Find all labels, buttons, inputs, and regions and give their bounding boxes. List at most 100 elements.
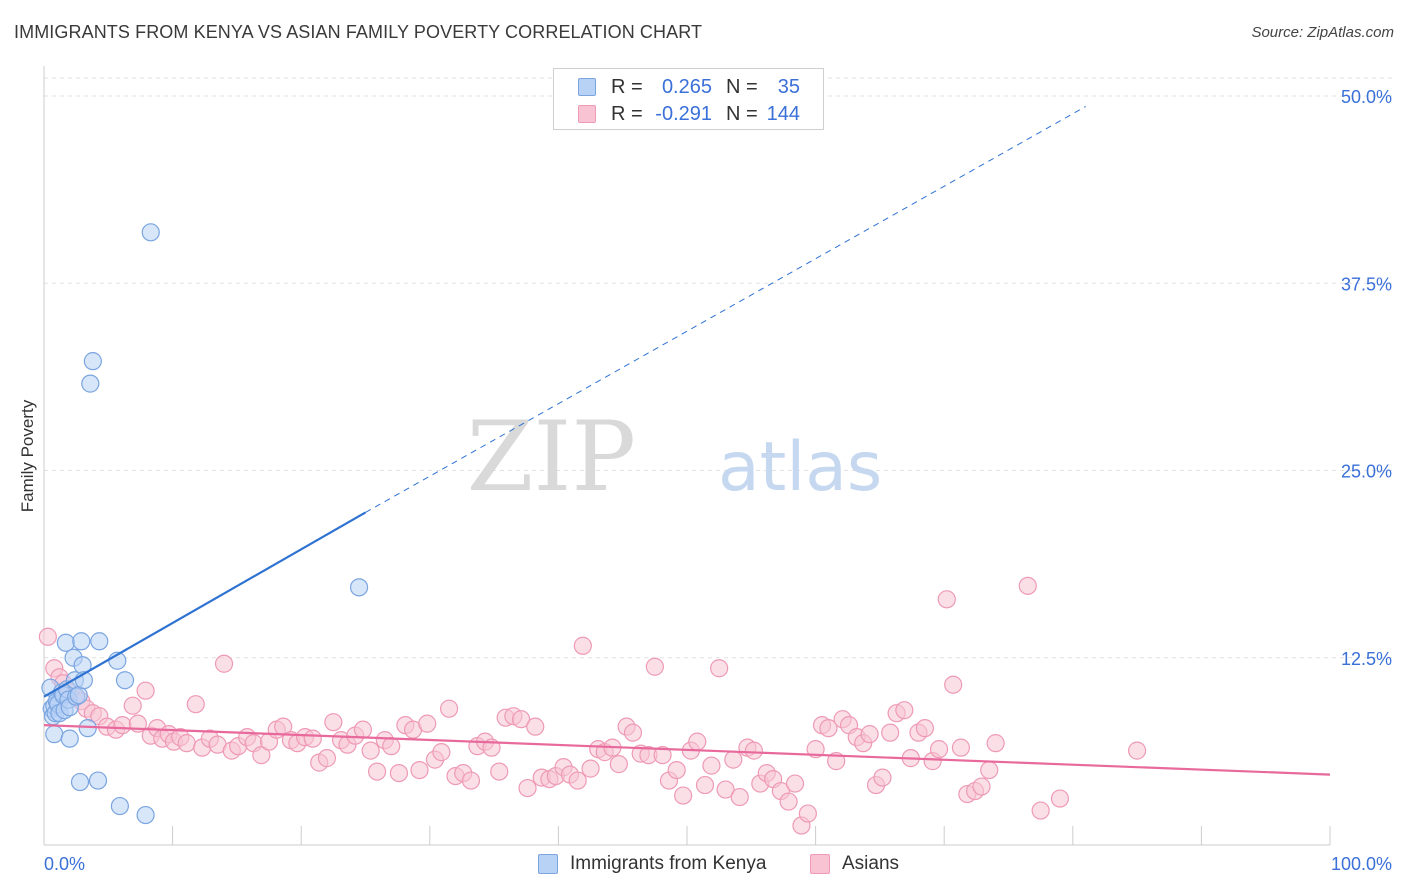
- legend-row-asians: R = -0.291 N = 144: [554, 101, 823, 127]
- asians-point: [303, 729, 322, 748]
- asians-point: [716, 780, 735, 799]
- asians-point: [937, 590, 956, 609]
- x-tick-label: 0.0%: [44, 854, 85, 874]
- asians-point: [38, 627, 57, 646]
- asians-point: [895, 701, 914, 720]
- kenya-point: [141, 223, 160, 242]
- kenya-point: [70, 772, 90, 792]
- asians-r-value: -0.291: [655, 103, 712, 125]
- kenya-legend-swatch: [538, 854, 558, 874]
- asians-point: [136, 681, 155, 700]
- watermark-zip: ZIP: [467, 401, 636, 513]
- asians-point: [688, 732, 707, 751]
- watermark: ZIP atlas: [467, 401, 883, 513]
- kenya-swatch: [578, 78, 596, 96]
- asians-point: [674, 786, 693, 805]
- asians-point: [724, 750, 743, 769]
- asians-point: [798, 804, 817, 823]
- asians-point: [1031, 801, 1050, 820]
- asians-point: [490, 762, 509, 781]
- x-tick-label: 100.0%: [1331, 854, 1392, 874]
- correlation-legend: R = 0.265 N = 35 R = -0.291 N = 144: [553, 68, 824, 130]
- asians-point: [512, 710, 531, 729]
- kenya-trend-extension: [365, 106, 1086, 513]
- asians-point: [568, 771, 587, 790]
- tick-labels: 12.5% 25.0% 37.5% 50.0% 0.0% 100.0%: [44, 87, 1392, 874]
- asians-point: [518, 778, 537, 798]
- asians-point: [324, 713, 343, 732]
- asians-point: [439, 699, 459, 718]
- asians-legend-label: Asians: [842, 853, 900, 874]
- kenya-point: [115, 671, 135, 690]
- asians-point: [986, 734, 1005, 753]
- asians-point: [944, 675, 963, 694]
- asians-point: [653, 746, 672, 765]
- asians-point: [744, 741, 763, 760]
- asians-point: [667, 760, 686, 780]
- asians-point: [873, 768, 892, 787]
- kenya-trend-line: [43, 511, 367, 698]
- y-tick-label: 37.5%: [1341, 274, 1392, 294]
- kenya-point: [88, 771, 108, 790]
- asians-point: [915, 719, 935, 738]
- asians-point: [526, 717, 545, 736]
- y-tick-label: 50.0%: [1341, 87, 1392, 107]
- legend-row-kenya: R = 0.265 N = 35: [554, 74, 823, 100]
- asians-point: [860, 725, 879, 744]
- asians-point: [123, 696, 142, 715]
- asians-legend-swatch: [810, 854, 830, 874]
- n-label: N =: [726, 76, 758, 98]
- asians-point: [730, 787, 749, 807]
- asians-series: [38, 576, 1147, 835]
- kenya-point: [45, 725, 64, 744]
- asians-point: [623, 723, 643, 742]
- kenya-point: [90, 632, 109, 651]
- asians-point: [177, 734, 196, 753]
- y-tick-label: 25.0%: [1341, 462, 1392, 482]
- asians-point: [418, 714, 437, 733]
- asians-point: [581, 759, 600, 778]
- asians-point: [361, 741, 380, 760]
- kenya-n-value: 35: [777, 76, 800, 98]
- kenya-point: [72, 632, 91, 651]
- asians-point: [186, 695, 205, 714]
- axes: [43, 66, 1331, 846]
- asians-point: [113, 716, 132, 735]
- asians-swatch: [578, 105, 596, 123]
- kenya-legend-label: Immigrants from Kenya: [570, 853, 767, 874]
- r-label: R =: [611, 103, 643, 125]
- kenya-point: [110, 796, 129, 816]
- kenya-point: [349, 578, 369, 597]
- asians-point: [695, 775, 715, 795]
- watermark-atlas: atlas: [718, 428, 882, 507]
- asians-point: [573, 636, 592, 655]
- asians-point: [972, 777, 991, 796]
- asians-point: [785, 774, 805, 793]
- asians-n-value: 144: [766, 103, 800, 125]
- asians-point: [389, 763, 409, 783]
- asians-point: [881, 723, 900, 742]
- kenya-point: [81, 374, 100, 393]
- asians-point: [382, 737, 401, 756]
- kenya-r-value: 0.265: [661, 76, 712, 98]
- asians-point: [779, 792, 798, 811]
- asians-point: [806, 740, 825, 759]
- asians-point: [353, 720, 373, 739]
- kenya-point: [83, 352, 102, 371]
- asians-point: [214, 654, 234, 673]
- asians-point: [645, 657, 664, 676]
- asians-point: [819, 719, 838, 738]
- asians-point: [1018, 576, 1037, 595]
- asians-point: [410, 760, 429, 780]
- source-credit: Source: ZipAtlas.com: [1251, 24, 1394, 41]
- asians-point: [980, 760, 999, 780]
- r-label: R =: [611, 76, 643, 98]
- asians-point: [367, 762, 387, 781]
- asians-point: [1050, 789, 1070, 808]
- kenya-point: [56, 633, 75, 652]
- asians-point: [1127, 741, 1147, 760]
- kenya-point: [60, 729, 79, 748]
- asians-point: [461, 771, 481, 790]
- chart-title: IMMIGRANTS FROM KENYA VS ASIAN FAMILY PO…: [14, 22, 703, 42]
